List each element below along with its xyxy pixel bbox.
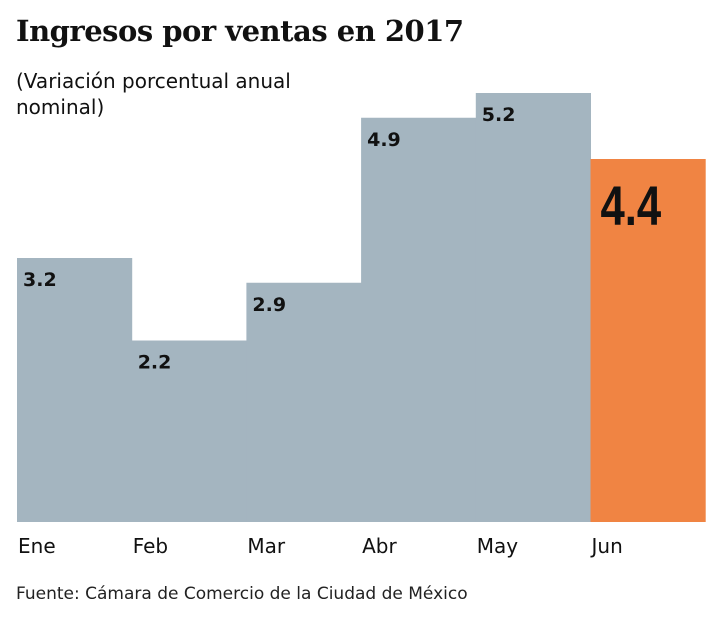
x-tick-label: Ene	[18, 534, 56, 558]
data-label: 4.9	[367, 129, 401, 151]
x-tick-label: Feb	[133, 534, 168, 558]
bar-may	[475, 93, 591, 522]
bar-abr	[361, 117, 477, 522]
bar-feb	[131, 340, 247, 522]
bar-jun	[590, 159, 706, 522]
data-label: 5.2	[482, 104, 516, 126]
chart-title: Ingresos por ventas en 2017	[16, 14, 464, 48]
x-tick-label: May	[477, 534, 519, 558]
x-tick-label: Jun	[590, 534, 623, 558]
data-label: 2.9	[252, 294, 286, 316]
data-label: 2.2	[138, 352, 172, 374]
x-tick-label: Mar	[247, 534, 286, 558]
bar-ene	[17, 258, 133, 522]
x-tick-label: Abr	[362, 534, 397, 558]
source-note: Fuente: Cámara de Comercio de la Ciudad …	[16, 584, 468, 604]
data-label: 4.4	[601, 175, 662, 237]
bar-mar	[246, 282, 362, 522]
chart-subtitle: (Variación porcentual anual nominal)	[16, 69, 291, 119]
data-label: 3.2	[23, 269, 57, 291]
